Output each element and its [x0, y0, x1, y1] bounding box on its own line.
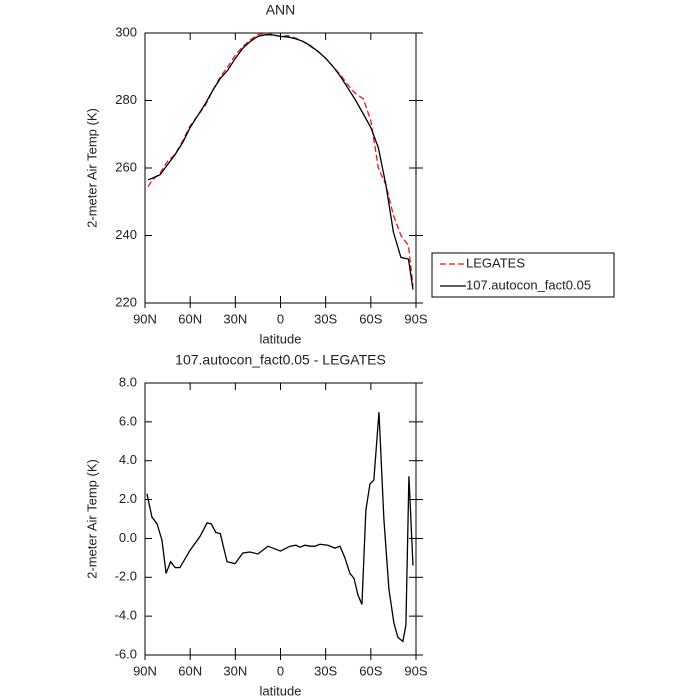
y-tick-label: 8.0 — [119, 374, 137, 389]
x-axis-label: latitude — [260, 331, 302, 346]
y-tick-label: 300 — [115, 24, 137, 39]
y-tick-label: 0.0 — [119, 530, 137, 545]
x-tick-label: 90S — [404, 663, 427, 678]
chart-title: 107.autocon_fact0.05 - LEGATES — [175, 352, 386, 368]
y-tick-label: 6.0 — [119, 413, 137, 428]
y-axis-label: 2-meter Air Temp (K) — [84, 108, 99, 228]
x-tick-label: 30N — [223, 311, 247, 326]
x-tick-label: 60N — [178, 311, 202, 326]
y-axis-label: 2-meter Air Temp (K) — [84, 459, 99, 579]
x-tick-label: 30S — [314, 311, 337, 326]
y-tick-label: 260 — [115, 159, 137, 174]
legend-label: 107.autocon_fact0.05 — [466, 277, 591, 292]
x-tick-label: 30S — [314, 663, 337, 678]
y-tick-label: 4.0 — [119, 452, 137, 467]
y-tick-label: 280 — [115, 92, 137, 107]
x-tick-label: 0 — [277, 311, 284, 326]
chart-title: ANN — [266, 2, 296, 18]
x-tick-label: 90S — [404, 311, 427, 326]
y-tick-label: 2.0 — [119, 491, 137, 506]
y-tick-label: 240 — [115, 227, 137, 242]
y-tick-label: -6.0 — [115, 646, 137, 661]
y-tick-label: -4.0 — [115, 608, 137, 623]
legend-box — [431, 252, 615, 298]
plot-frame — [144, 32, 417, 304]
y-tick-label: -2.0 — [115, 569, 137, 584]
x-tick-label: 60S — [359, 311, 382, 326]
series-line — [147, 34, 414, 290]
x-tick-label: 30N — [223, 663, 247, 678]
x-tick-label: 0 — [277, 663, 284, 678]
y-tick-label: 220 — [115, 294, 137, 309]
x-tick-label: 60N — [178, 663, 202, 678]
x-tick-label: 90N — [133, 311, 157, 326]
x-axis-label: latitude — [260, 683, 302, 698]
x-tick-label: 90N — [133, 663, 157, 678]
x-tick-label: 60S — [359, 663, 382, 678]
series-line — [146, 412, 414, 643]
plot-frame — [144, 382, 417, 656]
series-line — [147, 32, 414, 287]
legend-label: LEGATES — [466, 255, 525, 270]
